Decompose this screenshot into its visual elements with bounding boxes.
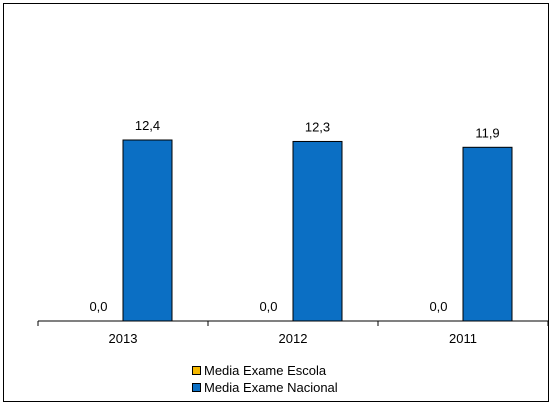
bar-nacional [462,146,513,322]
data-label-nacional: 11,9 [475,125,499,140]
x-tick-label: 2011 [449,331,477,346]
x-tick-label: 2012 [279,331,308,346]
legend-item-nacional: Media Exame Nacional [192,379,338,396]
data-label-escola: 0,0 [89,299,107,314]
legend-label-nacional: Media Exame Nacional [204,380,338,395]
x-tick-label: 2013 [109,331,138,346]
legend-item-escola: Media Exame Escola [192,362,338,379]
data-label-escola: 0,0 [429,299,447,314]
data-label-nacional: 12,4 [135,118,160,133]
legend-swatch-nacional [192,383,201,392]
data-label-escola: 0,0 [259,299,277,314]
bar-nacional [292,140,343,322]
legend-swatch-escola [192,366,201,375]
legend: Media Exame Escola Media Exame Nacional [192,362,338,396]
chart-frame [3,3,549,402]
bar-nacional [122,139,173,322]
legend-label-escola: Media Exame Escola [204,363,327,378]
data-label-nacional: 12,3 [305,119,330,134]
